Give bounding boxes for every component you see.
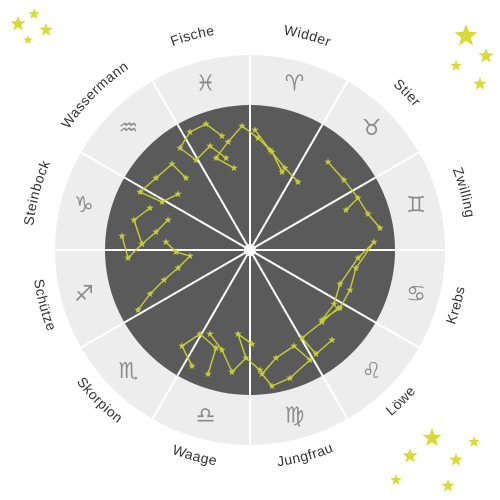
jungfrau-glyph-icon: ♍ xyxy=(285,404,305,429)
skorpion-glyph-icon: ♏ xyxy=(119,359,139,384)
waage-glyph-icon: ♎ xyxy=(196,404,216,429)
stier-glyph-icon: ♉ xyxy=(362,116,382,141)
widder-glyph-icon: ♈ xyxy=(285,71,305,96)
zodiac-wheel-diagram: WidderStierZwillingKrebsLöweJungfrauWaag… xyxy=(0,0,500,500)
hub xyxy=(244,244,256,256)
schuetze-glyph-icon: ♐ xyxy=(74,282,94,307)
loewe-glyph-icon: ♌ xyxy=(362,359,382,384)
krebs-glyph-icon: ♋ xyxy=(406,282,426,307)
zwilling-glyph-icon: ♊ xyxy=(406,193,426,218)
steinbock-glyph-icon: ♑ xyxy=(74,193,94,218)
fische-glyph-icon: ♓ xyxy=(196,71,216,96)
wassermann-glyph-icon: ♒ xyxy=(119,116,139,141)
